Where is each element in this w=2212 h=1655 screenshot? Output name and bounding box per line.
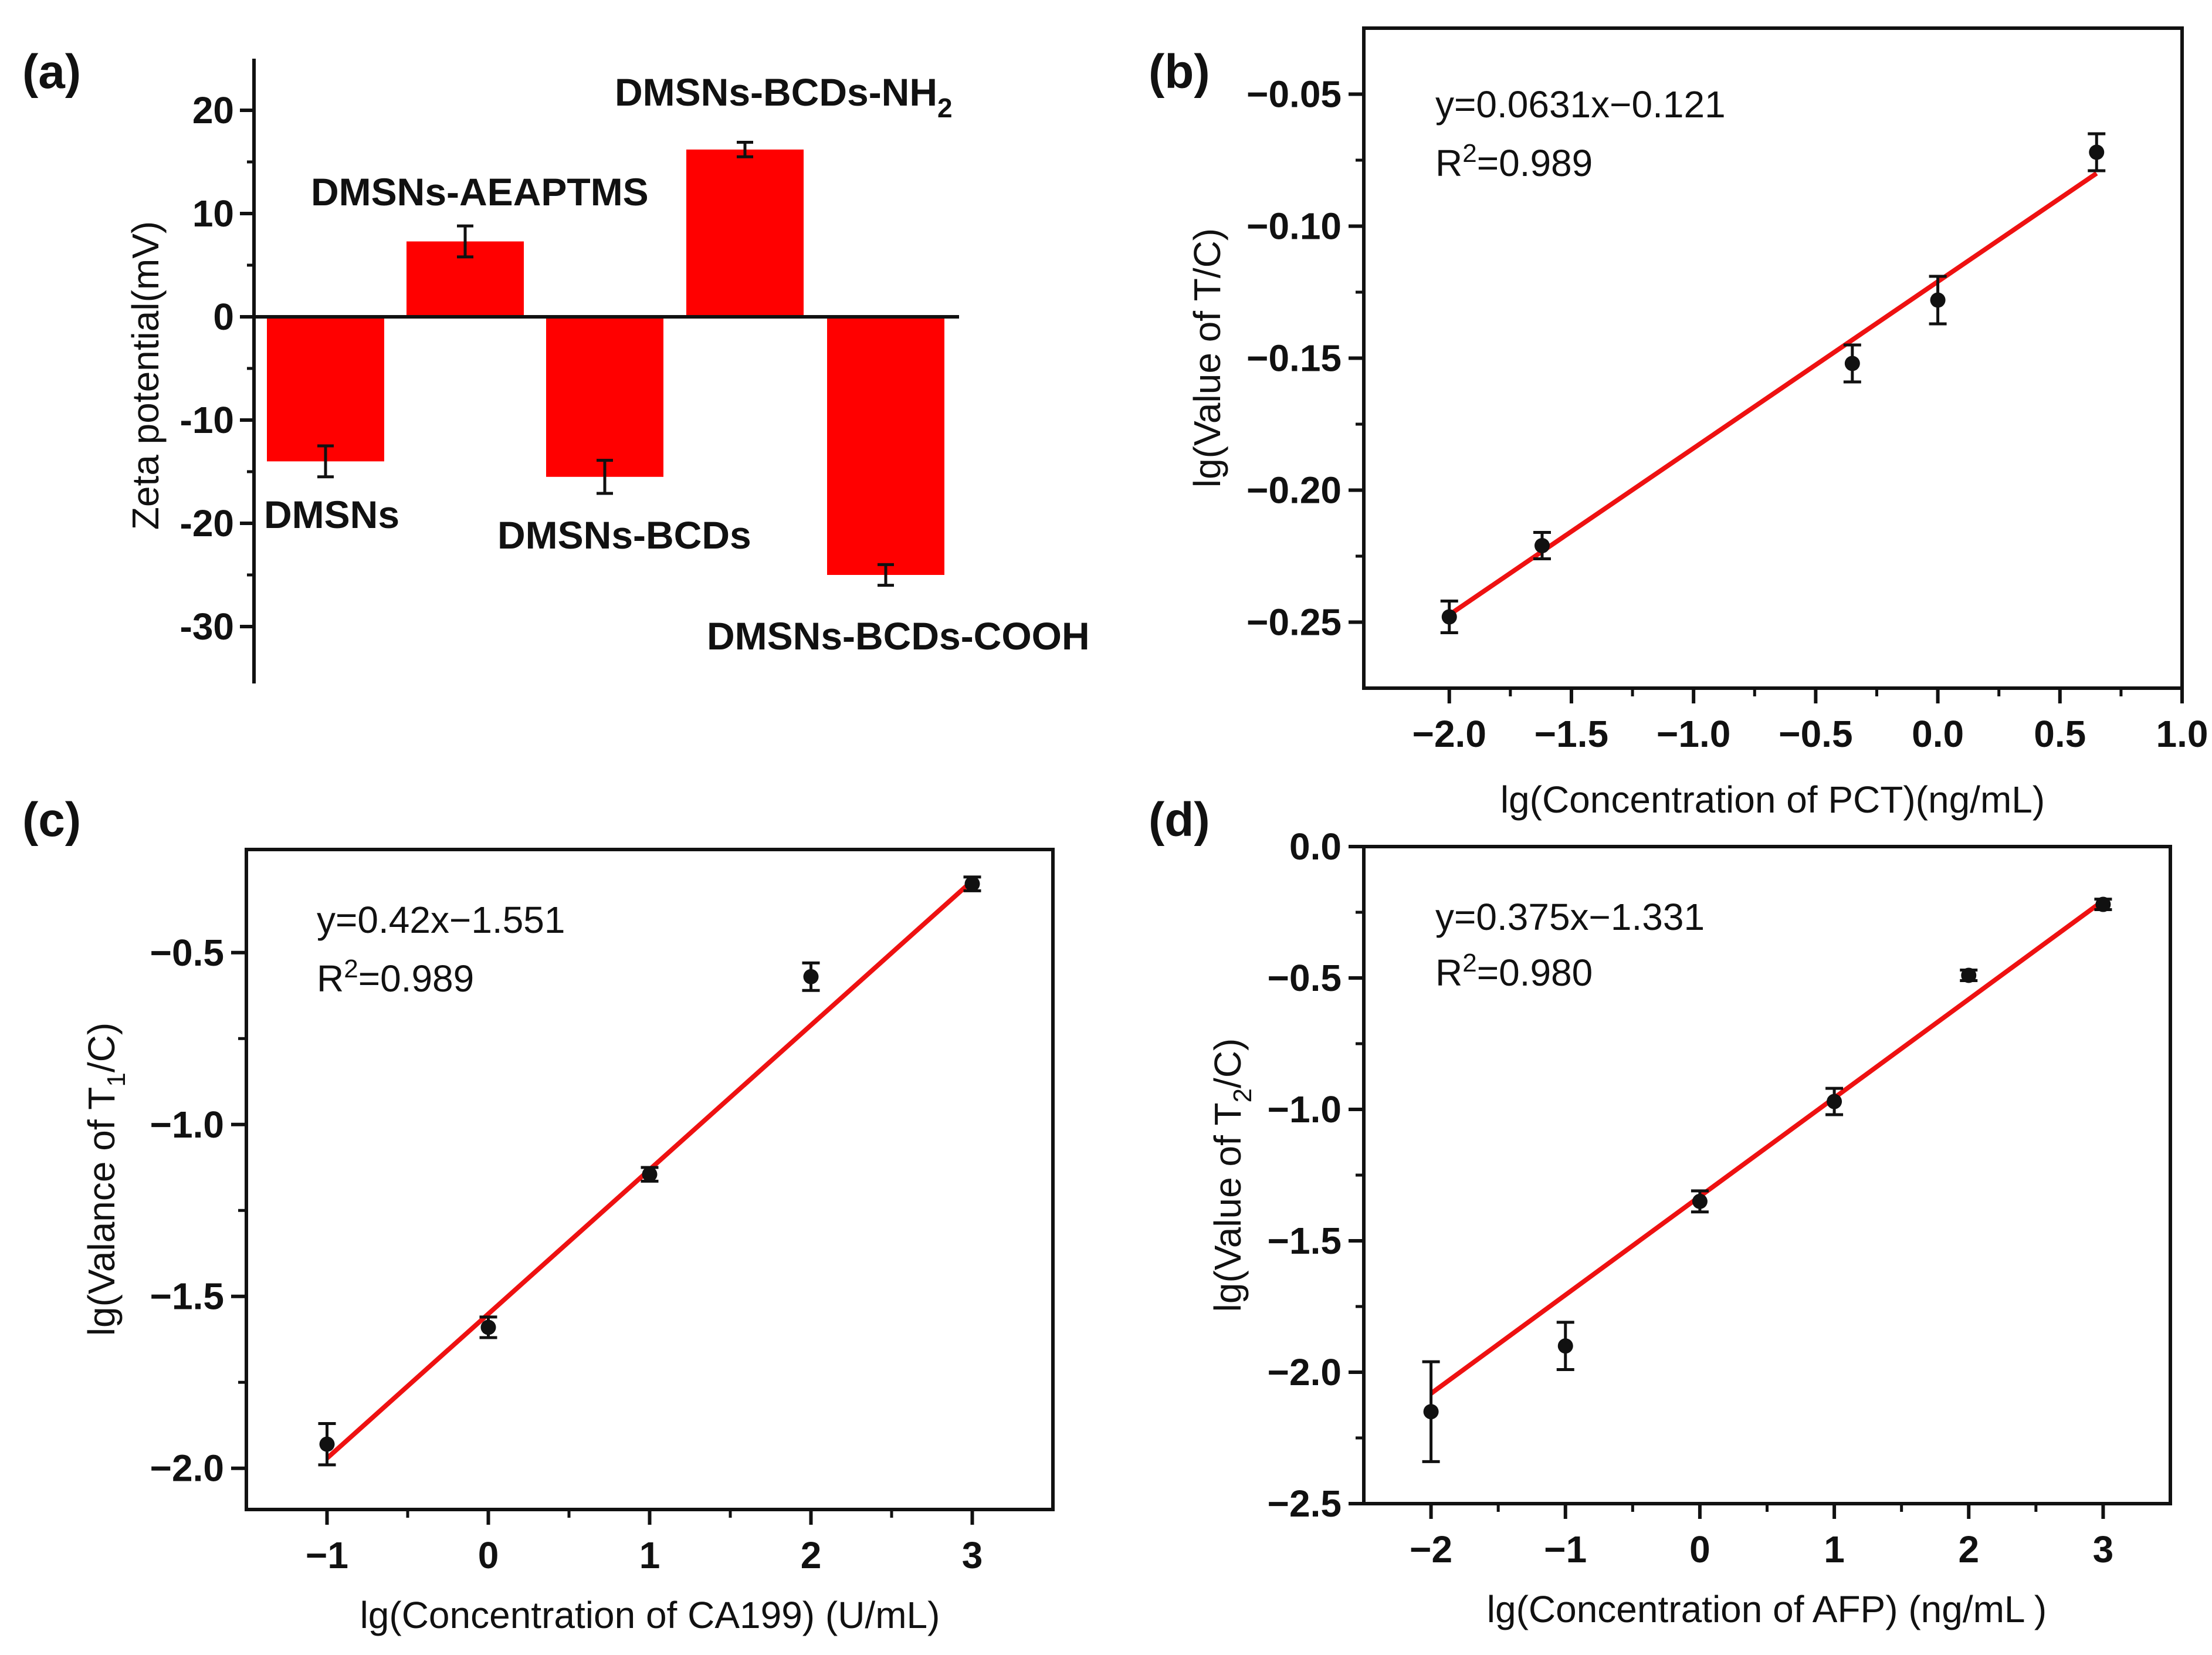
b-y-tick-label: −0.10 bbox=[1246, 205, 1342, 248]
panel-c-r-squared: R2=0.989 bbox=[317, 955, 474, 1000]
panel-d-y-axis-title: lg(Value of T2/C) bbox=[1207, 1038, 1257, 1312]
panel-b-x-axis-title: lg(Concentration of PCT)(ng/mL) bbox=[1500, 779, 2045, 821]
d-y-tick-label: 0.0 bbox=[1289, 825, 1342, 868]
bar-dmsns bbox=[267, 317, 384, 462]
c-y-tick-label: −2.0 bbox=[150, 1447, 224, 1490]
panel-a-label: (a) bbox=[22, 45, 81, 99]
panel-c-ca199-calibration: (c) −1 0 1 2 3 −0.5 −1.0 −1.5 −2.0 y=0.42x−1.551… bbox=[22, 793, 1055, 1636]
c-data-point bbox=[319, 1436, 335, 1452]
panel-b-data-points bbox=[1440, 132, 2106, 634]
panel-c-x-axis-title: lg(Concentration of CA199) (U/mL) bbox=[360, 1594, 940, 1636]
panel-a-bars bbox=[267, 149, 944, 575]
c-x-tick-label: 3 bbox=[962, 1534, 983, 1576]
panel-a-y-tick-label: 0 bbox=[213, 296, 234, 338]
bar-label-dmsns-aeaptms: DMSNs-AEAPTMS bbox=[311, 170, 649, 214]
panel-a-y-tick-label: -10 bbox=[180, 399, 235, 441]
panel-a-zeta-bar-chart: (a) Zeta potential(mV) 20 10 0 -10 -20 -30 DM… bbox=[22, 45, 1090, 683]
d-x-tick-label: −2 bbox=[1410, 1528, 1452, 1571]
b-data-point bbox=[2089, 144, 2105, 160]
d-x-tick-label: 1 bbox=[1824, 1528, 1845, 1571]
bar-label-dmsns-bcds-cooh: DMSNs-BCDs-COOH bbox=[707, 614, 1090, 658]
panel-a-y-axis-title: Zeta potential(mV) bbox=[124, 221, 167, 530]
c-y-tick-label: −1.0 bbox=[150, 1104, 224, 1146]
panel-a-y-tick-label: 10 bbox=[192, 192, 234, 235]
c-x-tick-label: 0 bbox=[478, 1534, 499, 1576]
d-y-tick-label: −2.0 bbox=[1268, 1351, 1342, 1393]
b-data-point bbox=[1844, 356, 1860, 371]
b-data-point bbox=[1930, 292, 1946, 308]
panel-a-bar-labels: DMSNs DMSNs-AEAPTMS DMSNs-BCDs DMSNs-BCD… bbox=[264, 70, 1090, 658]
b-x-tick-label: −1.0 bbox=[1657, 713, 1730, 755]
b-data-point bbox=[1534, 538, 1550, 553]
b-x-tick-label: 0.0 bbox=[1912, 713, 1964, 755]
panel-c-ticks: −1 0 1 2 3 −0.5 −1.0 −1.5 −2.0 bbox=[150, 932, 983, 1576]
bar-label-dmsns: DMSNs bbox=[264, 493, 399, 536]
b-y-tick-label: −0.05 bbox=[1246, 73, 1342, 116]
d-data-point bbox=[1692, 1193, 1708, 1209]
d-data-point bbox=[1961, 967, 1977, 983]
d-data-point bbox=[2095, 896, 2111, 912]
panel-a-y-tick-label: -30 bbox=[180, 605, 235, 648]
panel-b-r-squared: R2=0.989 bbox=[1435, 139, 1593, 184]
c-data-point bbox=[480, 1319, 496, 1335]
c-y-tick-label: −1.5 bbox=[150, 1275, 224, 1318]
b-x-tick-label: −1.5 bbox=[1534, 713, 1608, 755]
panel-d-data-points bbox=[1422, 896, 2112, 1463]
d-x-tick-label: 3 bbox=[2093, 1528, 2114, 1571]
panel-d-ticks: −2 −1 0 1 2 3 0.0 −0.5 −1.0 −1.5 −2.0 −2.5 bbox=[1268, 825, 2114, 1571]
d-y-tick-label: −0.5 bbox=[1268, 957, 1342, 999]
panel-a-y-ticks: 20 10 0 -10 -20 -30 bbox=[180, 89, 254, 648]
panel-d-afp-calibration: (d) −2 −1 0 1 2 3 0.0 −0.5 −1.0 −1.5 −2.0 −2.5 y=0.… bbox=[1149, 793, 2172, 1630]
bar-dmsns-bcds-nh2 bbox=[686, 149, 804, 317]
panel-d-label: (d) bbox=[1149, 793, 1210, 847]
bar-dmsns-bcds bbox=[546, 317, 663, 477]
d-x-tick-label: 0 bbox=[1689, 1528, 1710, 1571]
b-y-tick-label: −0.15 bbox=[1246, 337, 1342, 380]
panel-a-y-tick-label: -20 bbox=[180, 502, 235, 544]
panel-a-y-tick-label: 20 bbox=[192, 89, 234, 131]
b-data-point bbox=[1441, 609, 1457, 625]
c-x-tick-label: 2 bbox=[801, 1534, 822, 1576]
panel-d-x-axis-title: lg(Concentration of AFP) (ng/mL ) bbox=[1487, 1588, 2047, 1630]
panel-a-error-bars bbox=[317, 141, 894, 587]
panel-b-fit-line bbox=[1448, 171, 2098, 617]
panel-c-label: (c) bbox=[22, 793, 81, 847]
b-x-tick-label: 0.5 bbox=[2034, 713, 2086, 755]
b-x-tick-label: −0.5 bbox=[1779, 713, 1852, 755]
panel-c-data-points bbox=[318, 875, 981, 1467]
b-x-tick-label: 1.0 bbox=[2156, 713, 2208, 755]
d-y-tick-label: −2.5 bbox=[1268, 1483, 1342, 1525]
d-data-point bbox=[1557, 1338, 1573, 1354]
panel-c-equation: y=0.42x−1.551 bbox=[317, 899, 565, 941]
panel-c-y-axis-title: lg(Valance of T1/C) bbox=[80, 1023, 131, 1336]
d-data-point bbox=[1827, 1094, 1842, 1109]
d-y-tick-label: −1.5 bbox=[1268, 1220, 1342, 1262]
c-y-tick-label: −0.5 bbox=[150, 932, 224, 974]
c-x-tick-label: −1 bbox=[306, 1534, 348, 1576]
c-data-point bbox=[642, 1166, 658, 1182]
panel-b-ticks: −2.0 −1.5 −1.0 −0.5 0.0 0.5 1.0 −0.05 −0.10 −0.15… bbox=[1246, 73, 2208, 756]
panel-d-fit-line bbox=[1429, 899, 2105, 1396]
panel-b-equation: y=0.0631x−0.121 bbox=[1435, 83, 1726, 126]
d-x-tick-label: 2 bbox=[1958, 1528, 1979, 1571]
bar-dmsns-bcds-cooh bbox=[827, 317, 944, 575]
bar-label-dmsns-bcds: DMSNs-BCDs bbox=[497, 513, 751, 557]
panel-b-y-axis-title: lg(Value of T/C) bbox=[1186, 228, 1228, 488]
bar-label-dmsns-bcds-nh2: DMSNs-BCDs-NH2 bbox=[615, 70, 953, 123]
c-data-point bbox=[964, 876, 980, 892]
b-y-tick-label: −0.20 bbox=[1246, 469, 1342, 512]
c-x-tick-label: 1 bbox=[639, 1534, 660, 1576]
d-x-tick-label: −1 bbox=[1544, 1528, 1587, 1571]
d-data-point bbox=[1423, 1404, 1439, 1420]
b-x-tick-label: −2.0 bbox=[1412, 713, 1486, 755]
panel-d-r-squared: R2=0.980 bbox=[1435, 949, 1593, 994]
c-data-point bbox=[803, 969, 819, 984]
panel-b-pct-calibration: (b) −2.0 −1.5 −1.0 −0.5 0.0 0.5 1.0−0.05−0.10−… bbox=[1149, 26, 2208, 821]
b-y-tick-label: −0.25 bbox=[1246, 601, 1342, 644]
panel-d-plot-frame bbox=[1362, 845, 2172, 1505]
panel-b-label: (b) bbox=[1149, 45, 1210, 99]
d-y-tick-label: −1.0 bbox=[1268, 1088, 1342, 1131]
panel-d-equation: y=0.375x−1.331 bbox=[1435, 896, 1705, 938]
